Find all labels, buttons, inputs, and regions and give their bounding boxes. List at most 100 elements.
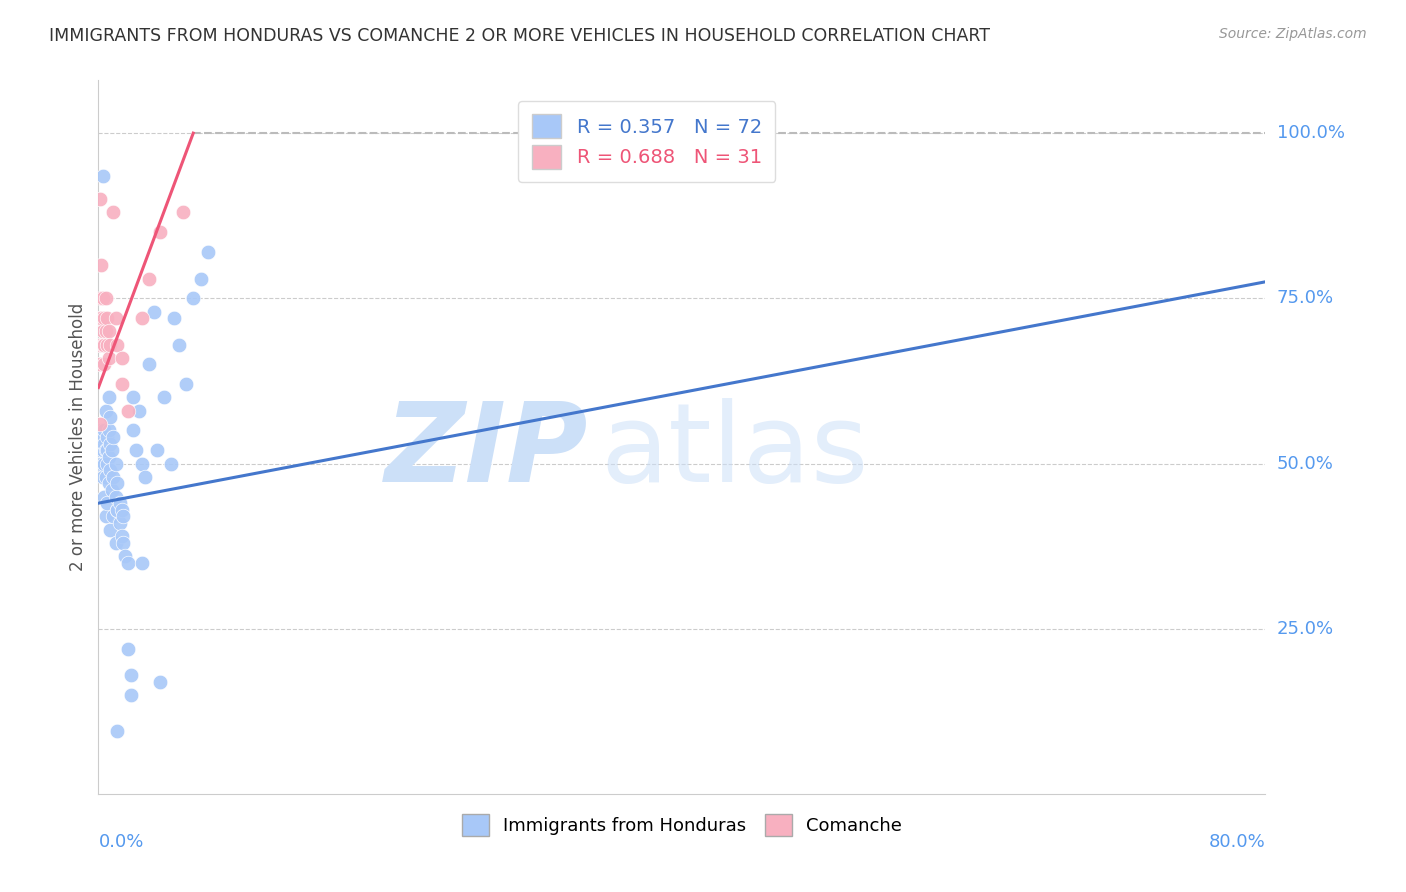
- Point: [89, 337, 111, 351]
- Point: [167, 337, 190, 351]
- Legend: Immigrants from Honduras, Comanche: Immigrants from Honduras, Comanche: [453, 805, 911, 846]
- Point: [94, 509, 117, 524]
- Point: [97, 351, 120, 365]
- Point: [89, 443, 111, 458]
- Point: [172, 205, 194, 219]
- Point: [93, 424, 115, 438]
- Text: 0.0%: 0.0%: [98, 833, 143, 851]
- Point: [149, 225, 172, 239]
- Point: [101, 509, 124, 524]
- Point: [98, 436, 121, 450]
- Point: [163, 311, 186, 326]
- Point: [122, 424, 145, 438]
- Point: [104, 457, 127, 471]
- Point: [149, 674, 172, 689]
- Point: [90, 457, 112, 471]
- Point: [131, 556, 153, 570]
- Point: [104, 536, 127, 550]
- Point: [120, 688, 142, 702]
- Point: [91, 291, 114, 305]
- Point: [105, 502, 128, 516]
- Point: [120, 668, 142, 682]
- Point: [112, 536, 135, 550]
- Point: [128, 403, 150, 417]
- Point: [90, 424, 112, 438]
- Point: [105, 337, 128, 351]
- Point: [146, 443, 169, 458]
- Point: [100, 443, 122, 458]
- Point: [89, 358, 111, 372]
- Text: ZIP: ZIP: [385, 398, 589, 505]
- Point: [117, 556, 139, 570]
- Point: [105, 502, 128, 516]
- Point: [181, 291, 204, 305]
- Point: [94, 469, 117, 483]
- Point: [97, 391, 120, 405]
- Point: [97, 450, 120, 464]
- Text: 75.0%: 75.0%: [1277, 289, 1334, 308]
- Point: [104, 311, 127, 326]
- Point: [94, 291, 117, 305]
- Point: [90, 291, 112, 305]
- Point: [190, 271, 212, 285]
- Point: [101, 205, 124, 219]
- Point: [96, 496, 118, 510]
- Text: 25.0%: 25.0%: [1277, 620, 1334, 638]
- Point: [91, 430, 114, 444]
- Point: [90, 311, 112, 326]
- Point: [97, 424, 120, 438]
- Point: [110, 496, 132, 510]
- Point: [89, 192, 111, 206]
- Point: [96, 430, 118, 444]
- Point: [96, 457, 118, 471]
- Point: [105, 724, 128, 739]
- Text: atlas: atlas: [600, 398, 869, 505]
- Point: [93, 457, 115, 471]
- Text: 100.0%: 100.0%: [1277, 124, 1344, 142]
- Point: [96, 337, 118, 351]
- Point: [93, 311, 115, 326]
- Point: [125, 443, 148, 458]
- Point: [91, 169, 114, 183]
- Point: [110, 516, 132, 530]
- Point: [89, 311, 111, 326]
- Point: [94, 443, 117, 458]
- Point: [134, 469, 156, 483]
- Point: [90, 258, 112, 272]
- Point: [94, 403, 117, 417]
- Point: [174, 377, 197, 392]
- Point: [111, 502, 134, 516]
- Point: [138, 271, 160, 285]
- Point: [101, 469, 124, 483]
- Point: [160, 457, 183, 471]
- Point: [98, 337, 121, 351]
- Point: [131, 457, 153, 471]
- Text: Source: ZipAtlas.com: Source: ZipAtlas.com: [1219, 27, 1367, 41]
- Point: [91, 443, 114, 458]
- Point: [117, 641, 139, 656]
- Point: [111, 529, 134, 543]
- Point: [105, 476, 128, 491]
- Text: 50.0%: 50.0%: [1277, 455, 1333, 473]
- Point: [93, 337, 115, 351]
- Point: [117, 403, 139, 417]
- Text: 80.0%: 80.0%: [1209, 833, 1265, 851]
- Point: [111, 351, 134, 365]
- Point: [97, 324, 120, 338]
- Point: [138, 358, 160, 372]
- Point: [131, 311, 153, 326]
- Point: [93, 490, 115, 504]
- Point: [104, 490, 127, 504]
- Point: [89, 417, 111, 431]
- Point: [112, 509, 135, 524]
- Point: [153, 391, 176, 405]
- Point: [98, 463, 121, 477]
- Point: [114, 549, 136, 563]
- Point: [100, 483, 122, 497]
- Point: [97, 476, 120, 491]
- Point: [91, 469, 114, 483]
- Point: [197, 245, 219, 260]
- Point: [94, 324, 117, 338]
- Point: [93, 436, 115, 450]
- Point: [91, 337, 114, 351]
